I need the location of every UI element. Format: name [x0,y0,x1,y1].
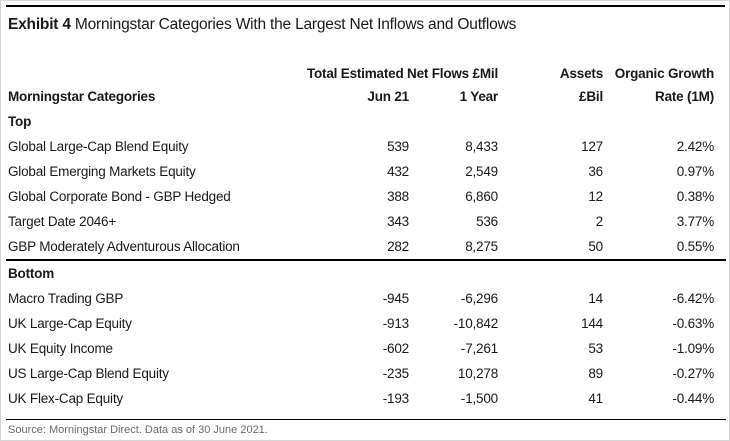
cell-rate: 2.42% [676,139,714,154]
table-row: US Large-Cap Blend Equity -235 10,278 89… [8,361,714,386]
cell-1year: 6,860 [465,189,498,204]
cell-jun21: -602 [382,341,409,356]
cell-jun21: -945 [382,291,409,306]
table-row: GBP Moderately Adventurous Allocation 28… [8,234,714,259]
cell-category: Global Corporate Bond - GBP Hedged [8,189,231,204]
group-header-row: Total Estimated Net Flows £Mil Assets Or… [8,63,714,85]
cell-jun21: -235 [382,366,409,381]
cell-rate: -0.27% [672,366,714,381]
table-row: UK Equity Income -602 -7,261 53 -1.09% [8,336,714,361]
cell-1year: 536 [476,214,498,229]
bottom-section-rows: Macro Trading GBP -945 -6,296 14 -6.42% … [8,286,714,411]
cell-1year: -6,296 [460,291,498,306]
cell-1year: -10,842 [453,316,499,331]
data-table: Total Estimated Net Flows £Mil Assets Or… [8,63,714,259]
table-row: Global Emerging Markets Equity 432 2,549… [8,159,714,184]
cell-assets: 127 [581,139,603,154]
cell-rate: -6.42% [672,291,714,306]
cell-assets: 2 [595,214,604,229]
cell-assets: 53 [588,341,603,356]
source-note: Source: Morningstar Direct. Data as of 3… [8,424,268,436]
cell-rate: -0.63% [672,316,714,331]
table-row: Macro Trading GBP -945 -6,296 14 -6.42% [8,286,714,311]
group-header-net-flows: Total Estimated Net Flows £Mil [306,66,498,81]
cell-jun21: 282 [387,239,409,254]
exhibit-label: Exhibit 4 [8,16,71,33]
cell-assets: 144 [581,316,603,331]
cell-1year: 10,278 [457,366,498,381]
exhibit-title-text: Morningstar Categories With the Largest … [70,16,517,33]
group-header-assets: Assets [559,66,603,81]
cell-1year: -1,500 [460,391,498,406]
data-table-bottom: Bottom Macro Trading GBP -945 -6,296 14 … [8,261,714,411]
column-header-assets-bil: £Bil [579,89,603,104]
column-header-jun21: Jun 21 [367,89,409,104]
cell-assets: 50 [588,239,603,254]
table-row: Global Corporate Bond - GBP Hedged 388 6… [8,184,714,209]
cell-rate: -1.09% [672,341,714,356]
cell-assets: 41 [588,391,603,406]
cell-assets: 36 [588,164,603,179]
cell-category: Target Date 2046+ [8,214,117,229]
cell-assets: 12 [588,189,603,204]
cell-jun21: 343 [387,214,409,229]
cell-jun21: 388 [387,189,409,204]
cell-rate: 0.97% [676,164,714,179]
cell-category: GBP Moderately Adventurous Allocation [8,239,240,254]
cell-assets: 14 [588,291,603,306]
cell-rate: 0.55% [676,239,714,254]
cell-rate: 0.38% [676,189,714,204]
table-row: Target Date 2046+ 343 536 2 3.77% [8,209,714,234]
group-header-organic-growth: Organic Growth [614,66,714,81]
cell-category: Global Large-Cap Blend Equity [8,139,189,154]
table-row: UK Large-Cap Equity -913 -10,842 144 -0.… [8,311,714,336]
cell-rate: 3.77% [676,214,714,229]
table-row: UK Flex-Cap Equity -193 -1,500 41 -0.44% [8,386,714,411]
cell-category: UK Equity Income [8,341,113,356]
cell-category: UK Flex-Cap Equity [8,391,123,406]
exhibit-title: Exhibit 4 Morningstar Categories With th… [8,15,721,35]
footer-rule [6,419,726,420]
cell-jun21: -193 [382,391,409,406]
cell-1year: -7,261 [460,341,498,356]
column-header-1year: 1 Year [459,89,499,104]
column-header-rate-1m: Rate (1M) [655,89,714,104]
section-label-top: Top [8,114,32,129]
cell-1year: 8,433 [465,139,498,154]
column-header-category: Morningstar Categories [8,89,156,104]
cell-1year: 2,549 [465,164,498,179]
cell-category: US Large-Cap Blend Equity [8,366,169,381]
cell-jun21: 539 [387,139,409,154]
section-divider-rule [6,259,726,261]
section-label-bottom: Bottom [8,266,55,281]
cell-category: Macro Trading GBP [8,291,124,306]
cell-jun21: 432 [387,164,409,179]
cell-category: UK Large-Cap Equity [8,316,132,331]
top-section-rows: Global Large-Cap Blend Equity 539 8,433 … [8,134,714,259]
cell-jun21: -913 [382,316,409,331]
cell-category: Global Emerging Markets Equity [8,164,196,179]
cell-rate: -0.44% [672,391,714,406]
cell-1year: 8,275 [465,239,498,254]
top-rule [6,5,725,7]
column-header-row: Morningstar Categories Jun 21 1 Year £Bi… [8,85,714,109]
group-header-spacer [8,63,294,85]
cell-assets: 89 [588,366,603,381]
table-row: Global Large-Cap Blend Equity 539 8,433 … [8,134,714,159]
